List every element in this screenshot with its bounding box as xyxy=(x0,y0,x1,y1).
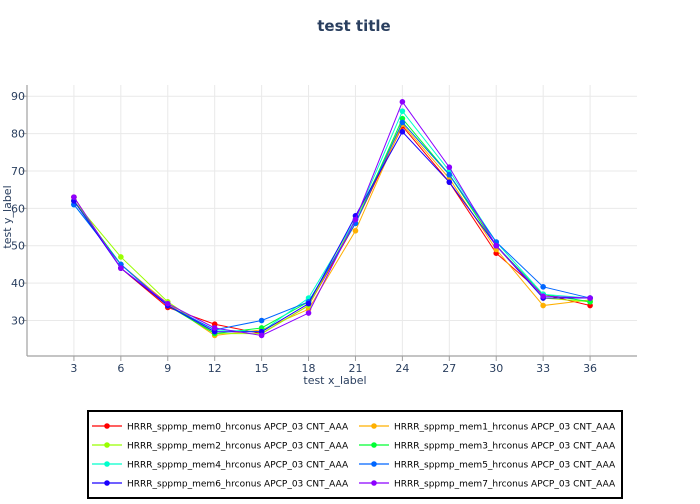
x-tick-label: 21 xyxy=(348,362,362,375)
series-point-6 xyxy=(305,300,312,307)
grid-layer xyxy=(27,85,637,356)
series-line-2 xyxy=(73,121,591,335)
series-point-7 xyxy=(446,164,453,171)
series-point-5 xyxy=(446,171,453,178)
legend-swatch-marker xyxy=(371,442,377,448)
y-tick-label: 70 xyxy=(11,165,25,178)
series-point-7 xyxy=(71,194,77,200)
series-line-1 xyxy=(73,123,591,336)
series-point-7 xyxy=(258,332,265,339)
x-tick-label: 36 xyxy=(583,362,597,375)
y-tick-label: 50 xyxy=(11,240,25,253)
series-point-7 xyxy=(305,310,312,316)
y-axis-title: test y_label xyxy=(1,185,14,248)
x-tick-label: 6 xyxy=(117,362,124,375)
y-tick-label: 40 xyxy=(11,277,25,290)
x-tick-label: 9 xyxy=(164,362,171,375)
series-line-0 xyxy=(73,125,591,335)
legend-items: HRRR_sppmp_mem0_hrconus APCP_03 CNT_AAA H… xyxy=(92,423,616,490)
series-line-7 xyxy=(73,100,591,336)
legend-swatch-marker xyxy=(371,480,377,486)
series-point-5 xyxy=(399,119,406,126)
legend: HRRR_sppmp_mem0_hrconus APCP_03 CNT_AAA H… xyxy=(87,410,623,499)
series-line-6 xyxy=(73,130,591,333)
legend-label: HRRR_sppmp_mem5_hrconus APCP_03 CNT_AAA xyxy=(394,461,616,471)
x-tick-label: 18 xyxy=(302,362,316,375)
legend-swatch-marker xyxy=(371,423,377,429)
legend-label: HRRR_sppmp_mem2_hrconus APCP_03 CNT_AAA xyxy=(127,442,349,452)
series-line-4 xyxy=(73,110,591,333)
series-point-1 xyxy=(352,227,359,234)
series-point-6 xyxy=(446,179,453,185)
series-point-7 xyxy=(587,295,593,301)
series-point-2 xyxy=(118,254,124,260)
y-tick-label: 30 xyxy=(11,314,25,327)
legend-label: HRRR_sppmp_mem4_hrconus APCP_03 CNT_AAA xyxy=(127,461,349,471)
chart-title: test title xyxy=(317,17,390,35)
series-point-6 xyxy=(399,128,406,135)
legend-label: HRRR_sppmp_mem1_hrconus APCP_03 CNT_AAA xyxy=(394,423,616,433)
series-line-3 xyxy=(73,117,591,335)
x-tick-label: 30 xyxy=(489,362,503,375)
x-axis-title: test x_label xyxy=(303,374,366,387)
legend-label: HRRR_sppmp_mem0_hrconus APCP_03 CNT_AAA xyxy=(127,423,349,433)
legend-swatch-marker xyxy=(104,461,110,467)
series-point-1 xyxy=(540,302,546,309)
legend-label: HRRR_sppmp_mem6_hrconus APCP_03 CNT_AAA xyxy=(127,480,349,490)
x-tick-label: 27 xyxy=(442,362,456,375)
x-tick-label: 12 xyxy=(208,362,222,375)
series-point-4 xyxy=(399,108,406,114)
legend-box xyxy=(87,410,623,499)
x-tick-label: 3 xyxy=(70,362,77,375)
x-tick-label: 24 xyxy=(395,362,409,375)
legend-swatch-marker xyxy=(104,442,110,448)
legend-swatch-marker xyxy=(104,423,110,429)
series-point-7 xyxy=(540,293,546,299)
series-point-7 xyxy=(352,216,359,223)
y-tick-label: 80 xyxy=(11,128,25,141)
legend-label: HRRR_sppmp_mem3_hrconus APCP_03 CNT_AAA xyxy=(394,442,616,452)
x-tick-label: 33 xyxy=(536,362,550,375)
series-point-7 xyxy=(118,265,124,271)
y-tick-label: 60 xyxy=(11,202,25,215)
series-point-7 xyxy=(399,99,406,105)
x-tick-label: 15 xyxy=(255,362,269,375)
legend-label: HRRR_sppmp_mem7_hrconus APCP_03 CNT_AAA xyxy=(394,480,616,490)
legend-swatch-marker xyxy=(104,480,110,486)
series-point-5 xyxy=(258,317,265,324)
series-layer xyxy=(71,99,593,339)
series-line-5 xyxy=(73,121,591,331)
y-tick-label: 90 xyxy=(11,90,25,103)
series-point-7 xyxy=(164,300,171,307)
series-point-5 xyxy=(540,284,546,290)
series-point-7 xyxy=(211,325,218,331)
series-point-7 xyxy=(493,242,500,249)
legend-swatch-marker xyxy=(371,461,377,467)
